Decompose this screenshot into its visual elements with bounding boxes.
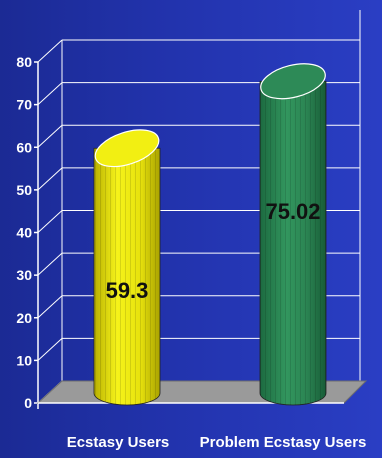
gridline-side: [37, 210, 63, 233]
y-tick-label: 20: [16, 310, 32, 326]
gridline-side: [37, 295, 63, 319]
x-category-label: Problem Ecstasy Users: [200, 434, 367, 451]
y-tick-label: 50: [16, 182, 32, 198]
y-tick-label: 30: [16, 267, 32, 283]
gridline-side: [37, 167, 63, 191]
y-tick-label: 70: [16, 97, 32, 113]
y-tick-label: 0: [24, 395, 32, 411]
gridline-side: [37, 82, 63, 105]
bars: [91, 58, 329, 406]
gridline-side: [37, 124, 63, 148]
y-tick-label: 40: [16, 225, 32, 241]
bar-texture: [260, 81, 326, 406]
bar-texture: [94, 148, 160, 405]
y-tick-label: 80: [16, 54, 32, 70]
data-label: 59.3: [106, 278, 149, 303]
bar[interactable]: [257, 58, 329, 406]
gridline-side: [37, 39, 63, 63]
y-tick-label: 10: [16, 352, 32, 368]
labels: 59.3 Ecstasy Users 75.02 Problem Ecstasy Us…: [67, 199, 367, 451]
x-category-label: Ecstasy Users: [67, 434, 170, 451]
bar-top: [94, 129, 160, 168]
gridline-side: [37, 338, 63, 361]
bar[interactable]: [91, 123, 164, 406]
data-label: 75.02: [265, 199, 320, 224]
gridline-side: [37, 252, 63, 276]
y-axis: 0 10 20 30 40 50 60 70 80: [16, 54, 39, 411]
bar-top: [260, 63, 326, 100]
y-tick-label: 60: [16, 139, 32, 155]
